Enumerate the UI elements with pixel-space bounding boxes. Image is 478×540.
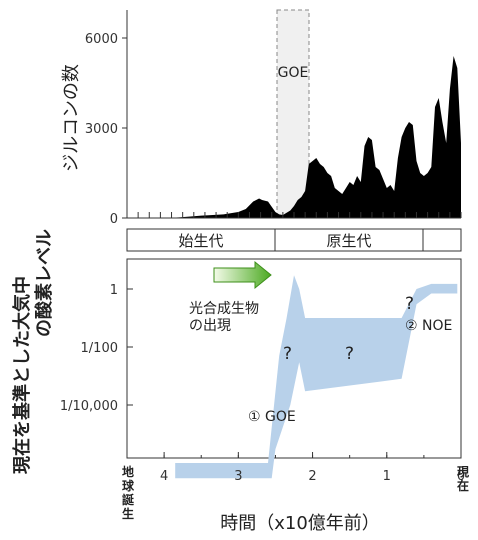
goe-event-label: ① GOE [248,409,296,425]
question-mark-mid-proterozoic: ? [345,344,354,364]
goe-band [276,9,310,219]
eon-label-archean: 始生代 [178,232,223,250]
oxy-ytick-label-1-10000: 1/10,000 [60,399,118,414]
question-mark-noe: ? [405,294,414,314]
oxygen-x-tick-label: 3 [234,469,242,484]
photosynthesis-label: 光合成生物の出現 [189,301,259,334]
ytick-label-6000: 6000 [85,32,118,47]
oxygen-x-tick-label: 1 [383,469,391,484]
goe-band-label: GOE [278,65,309,81]
vertical-label-char: 球 [122,478,135,493]
vertical-label-char: 現 [457,465,469,479]
vertical-label-char: 誕 [122,492,134,507]
oxygen-x-tick-label: 4 [160,469,168,484]
eon-label-proterozoic: 原生代 [326,232,371,250]
eon-bar: 始生代 原生代 [126,228,462,252]
eon-bar-frame [126,228,462,252]
zircon-panel: GOE 6000 3000 0 ジルコンの数 [61,9,462,227]
question-mark-goe-rise: ? [283,344,292,364]
vertical-label-char: 在 [457,478,469,493]
oxygen-x-axis-title: 時間（x10億年前） [220,513,380,534]
vertical-label-char: 地 [122,464,134,479]
zircon-x-ticks [126,212,462,218]
oxy-ytick-label-1: 1 [110,283,118,298]
ytick-label-0: 0 [110,212,118,227]
oxygen-y-axis-title-line: 現在を基準とした大気中 [11,276,33,474]
zircon-area [164,56,461,218]
ytick-label-3000: 3000 [85,122,118,137]
zircon-y-axis-title: ジルコンの数 [61,64,82,172]
oxygen-x-ticks: 4 3 2 1 0 [126,452,465,484]
oxygen-y-axis-title-line: の酸素レベル [33,229,55,337]
vertical-label-char: 生 [122,506,134,521]
noe-event-label: ② NOE [405,318,452,334]
photosynthesis-arrow-icon [213,260,272,290]
oxy-ytick-label-1-100: 1/100 [81,341,118,356]
end-label-present: 現在 [457,465,469,493]
oxygen-x-tick-label: 0 [457,469,465,484]
oxygen-band [175,275,458,479]
oxygen-x-tick-label: 2 [308,469,316,484]
